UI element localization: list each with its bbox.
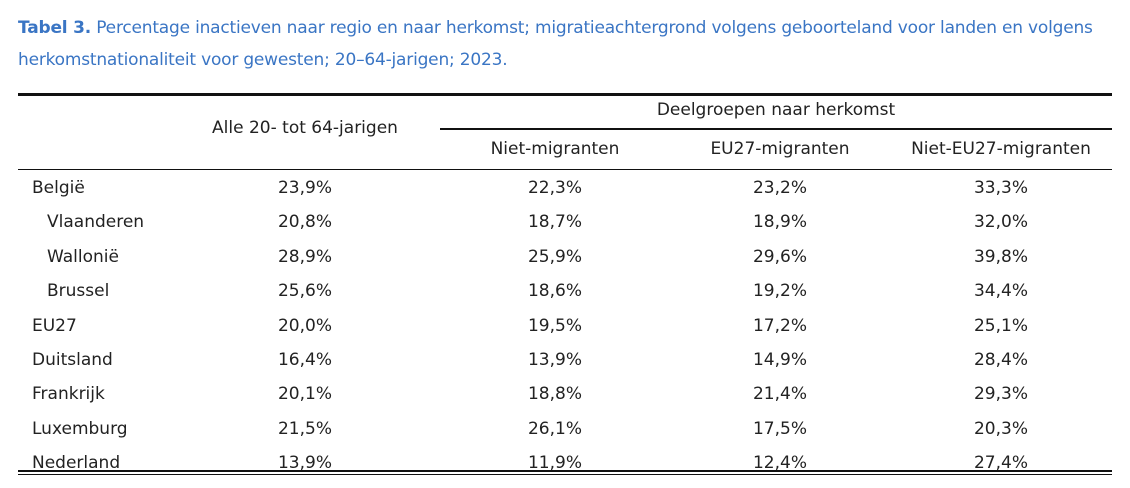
table-row: België 23,9% 22,3% 23,2% 33,3% (18, 172, 1112, 206)
table-row: Duitsland 16,4% 13,9% 14,9% 28,4% (18, 344, 1112, 378)
value-eu27-migrants: 29,6% (752, 246, 807, 267)
row-label: Nederland (32, 453, 121, 474)
value-all: 21,5% (277, 418, 332, 439)
table-row: Brussel 25,6% 18,6% 19,2% 34,4% (18, 275, 1112, 309)
value-non-eu27-migrants: 28,4% (973, 349, 1028, 370)
table-caption-label: Tabel 3. (18, 18, 92, 38)
row-label: Luxemburg (32, 418, 128, 439)
table-body: België 23,9% 22,3% 23,2% 33,3% Vlaanderen 20,8… (18, 172, 1112, 482)
value-all: 20,0% (277, 315, 332, 336)
value-non-eu27-migrants: 29,3% (973, 384, 1028, 405)
table-bottom-rule-second (18, 474, 1112, 475)
header-subgroups: Deelgroepen naar herkomst (656, 100, 896, 120)
value-non-migrants: 19,5% (527, 315, 582, 336)
table-row: Nederland 13,9% 11,9% 12,4% 27,4% (18, 447, 1112, 481)
table-row: Wallonië 28,9% 25,9% 29,6% 39,8% (18, 241, 1112, 275)
value-non-migrants: 26,1% (527, 418, 582, 439)
value-all: 20,1% (277, 384, 332, 405)
value-all: 25,6% (277, 281, 332, 302)
table-row: Frankrijk 20,1% 18,8% 21,4% 29,3% (18, 378, 1112, 412)
value-non-eu27-migrants: 39,8% (973, 246, 1028, 267)
header-all-ages: Alle 20- tot 64-jarigen (212, 118, 398, 138)
table-row: EU27 20,0% 19,5% 17,2% 25,1% (18, 310, 1112, 344)
value-all: 13,9% (277, 453, 332, 474)
value-eu27-migrants: 21,4% (752, 384, 807, 405)
table-bottom-rule (18, 470, 1112, 472)
value-eu27-migrants: 17,2% (752, 315, 807, 336)
row-label: Wallonië (47, 246, 119, 267)
value-all: 23,9% (277, 178, 332, 198)
value-non-migrants: 22,3% (527, 178, 582, 198)
row-label: Duitsland (32, 349, 113, 370)
value-non-eu27-migrants: 33,3% (973, 178, 1028, 198)
value-non-migrants: 11,9% (527, 453, 582, 474)
header-non-migrants: Niet-migranten (490, 139, 620, 159)
header-non-eu27-migrants: Niet-EU27-migranten (911, 139, 1091, 159)
value-eu27-migrants: 18,9% (752, 212, 807, 233)
header-bottom-rule (18, 169, 1112, 170)
value-all: 16,4% (277, 349, 332, 370)
value-non-eu27-migrants: 20,3% (973, 418, 1028, 439)
table-caption-text: Percentage inactieven naar regio en naar… (18, 18, 1093, 70)
value-all: 20,8% (277, 212, 332, 233)
table-top-rule (18, 93, 1112, 96)
value-non-migrants: 25,9% (527, 246, 582, 267)
value-non-eu27-migrants: 32,0% (973, 212, 1028, 233)
value-non-migrants: 18,7% (527, 212, 582, 233)
value-eu27-migrants: 12,4% (752, 453, 807, 474)
value-non-eu27-migrants: 34,4% (973, 281, 1028, 302)
table-row: Luxemburg 21,5% 26,1% 17,5% 20,3% (18, 413, 1112, 447)
value-all: 28,9% (277, 246, 332, 267)
value-eu27-migrants: 14,9% (752, 349, 807, 370)
table-caption: Tabel 3. Percentage inactieven naar regi… (18, 12, 1118, 76)
row-label: België (32, 178, 85, 198)
value-non-eu27-migrants: 27,4% (973, 453, 1028, 474)
value-eu27-migrants: 17,5% (752, 418, 807, 439)
value-non-eu27-migrants: 25,1% (973, 315, 1028, 336)
row-label: Frankrijk (32, 384, 105, 405)
row-label: EU27 (32, 315, 77, 336)
header-eu27-migrants: EU27-migranten (710, 139, 850, 159)
value-non-migrants: 18,6% (527, 281, 582, 302)
row-label: Brussel (47, 281, 110, 302)
value-eu27-migrants: 23,2% (752, 178, 807, 198)
value-eu27-migrants: 19,2% (752, 281, 807, 302)
value-non-migrants: 13,9% (527, 349, 582, 370)
value-non-migrants: 18,8% (527, 384, 582, 405)
table-row: Vlaanderen 20,8% 18,7% 18,9% 32,0% (18, 206, 1112, 240)
row-label: Vlaanderen (47, 212, 145, 233)
header-group-rule (440, 128, 1112, 130)
